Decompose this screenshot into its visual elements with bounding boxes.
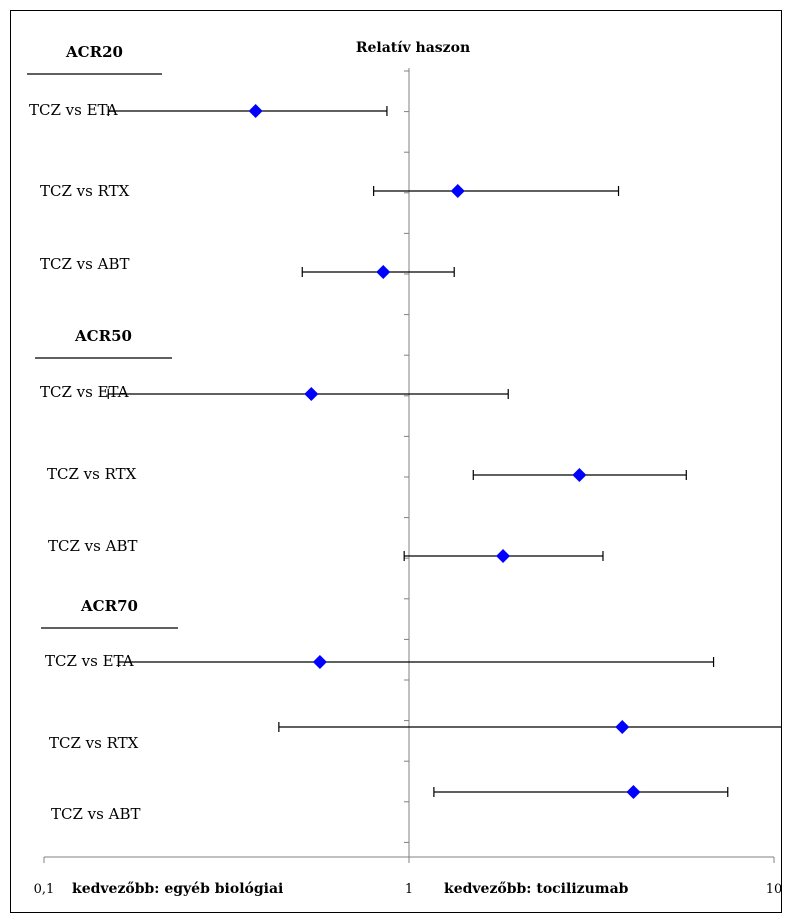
- axis-layer: 0,1 1 10: [34, 68, 783, 897]
- row-label: TCZ vs ABT: [40, 255, 129, 273]
- forest-plot-svg: Relatív haszon 0,1 1 10 ACR20 TCZ vs ETA TCZ…: [27, 40, 783, 897]
- group-header: ACR20: [65, 43, 123, 61]
- x-tick-label: 0,1: [34, 882, 55, 897]
- estimate-marker: [304, 387, 319, 401]
- chart-title: Relatív haszon: [356, 40, 470, 56]
- estimate-marker: [572, 468, 587, 482]
- row-label: TCZ vs ETA: [40, 383, 129, 401]
- group-header: ACR70: [80, 597, 138, 615]
- x-tick-label: 10: [766, 882, 783, 897]
- row-label: TCZ vs ABT: [51, 805, 140, 823]
- forest-plot: Relatív haszon 0,1 1 10 ACR20 TCZ vs ETA TCZ…: [10, 10, 782, 913]
- estimate-marker: [450, 184, 465, 198]
- row-label: TCZ vs ETA: [45, 652, 134, 670]
- row-label: TCZ vs ETA: [29, 101, 118, 119]
- row-label: TCZ vs RTX: [49, 734, 139, 752]
- estimate-marker: [248, 104, 263, 118]
- rows-layer: ACR20 TCZ vs ETA TCZ vs RTX TCZ vs ABT ACR50…: [27, 43, 782, 823]
- row-label: TCZ vs RTX: [40, 182, 130, 200]
- estimate-marker: [376, 265, 391, 279]
- estimate-marker: [496, 549, 511, 563]
- x-tick-label: 1: [405, 882, 413, 897]
- row-label: TCZ vs RTX: [47, 465, 137, 483]
- row-label: TCZ vs ABT: [48, 537, 137, 555]
- estimate-marker: [615, 720, 630, 734]
- favour-left-label: kedvezőbb: egyéb biológiai: [72, 881, 283, 897]
- favour-right-label: kedvezőbb: tocilizumab: [444, 881, 629, 897]
- estimate-marker: [626, 785, 641, 799]
- estimate-marker: [312, 655, 327, 669]
- group-header: ACR50: [74, 327, 132, 345]
